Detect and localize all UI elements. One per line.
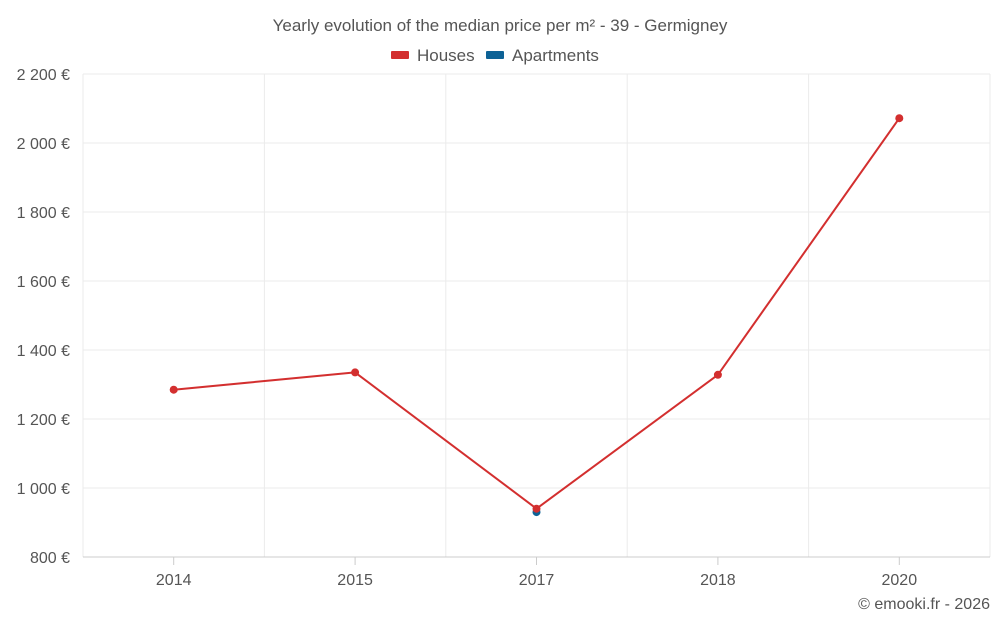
y-axis: 800 € 1 000 € 1 200 € 1 400 € 1 600 € 1 800 €… (17, 67, 70, 567)
y-tick-label: 1 200 € (17, 412, 70, 429)
series-layer (169, 114, 904, 517)
data-point-houses (713, 370, 722, 379)
legend-label-apartments: Apartments (512, 46, 599, 65)
legend: Houses Apartments (391, 46, 599, 65)
series-line-houses (173, 117, 901, 510)
credit-text: © emooki.fr - 2026 (858, 596, 990, 613)
legend-swatch-houses (391, 51, 409, 59)
legend-item-apartments[interactable]: Apartments (486, 46, 599, 65)
y-tick-label: 800 € (30, 550, 70, 567)
grid (82, 73, 991, 557)
y-tick-label: 2 000 € (17, 136, 70, 153)
y-tick-label: 1 400 € (17, 343, 70, 360)
legend-label-houses: Houses (417, 46, 475, 65)
chart-title: Yearly evolution of the median price per… (273, 16, 728, 35)
x-tick-label: 2015 (337, 572, 373, 589)
x-tick-label: 2020 (882, 572, 918, 589)
data-point-houses (351, 368, 360, 377)
y-tick-label: 1 000 € (17, 481, 70, 498)
data-point-houses (895, 114, 904, 123)
data-point-houses (532, 504, 541, 513)
x-axis: 2014 2015 2017 2018 2020 (83, 556, 990, 589)
x-tick-label: 2017 (519, 572, 555, 589)
legend-swatch-apartments (486, 51, 504, 59)
y-tick-label: 1 600 € (17, 274, 70, 291)
y-tick-label: 1 800 € (17, 205, 70, 222)
x-tick-label: 2018 (700, 572, 736, 589)
y-tick-label: 2 200 € (17, 67, 70, 84)
x-tick-label: 2014 (156, 572, 192, 589)
legend-item-houses[interactable]: Houses (391, 46, 475, 65)
data-point-houses (169, 385, 178, 394)
